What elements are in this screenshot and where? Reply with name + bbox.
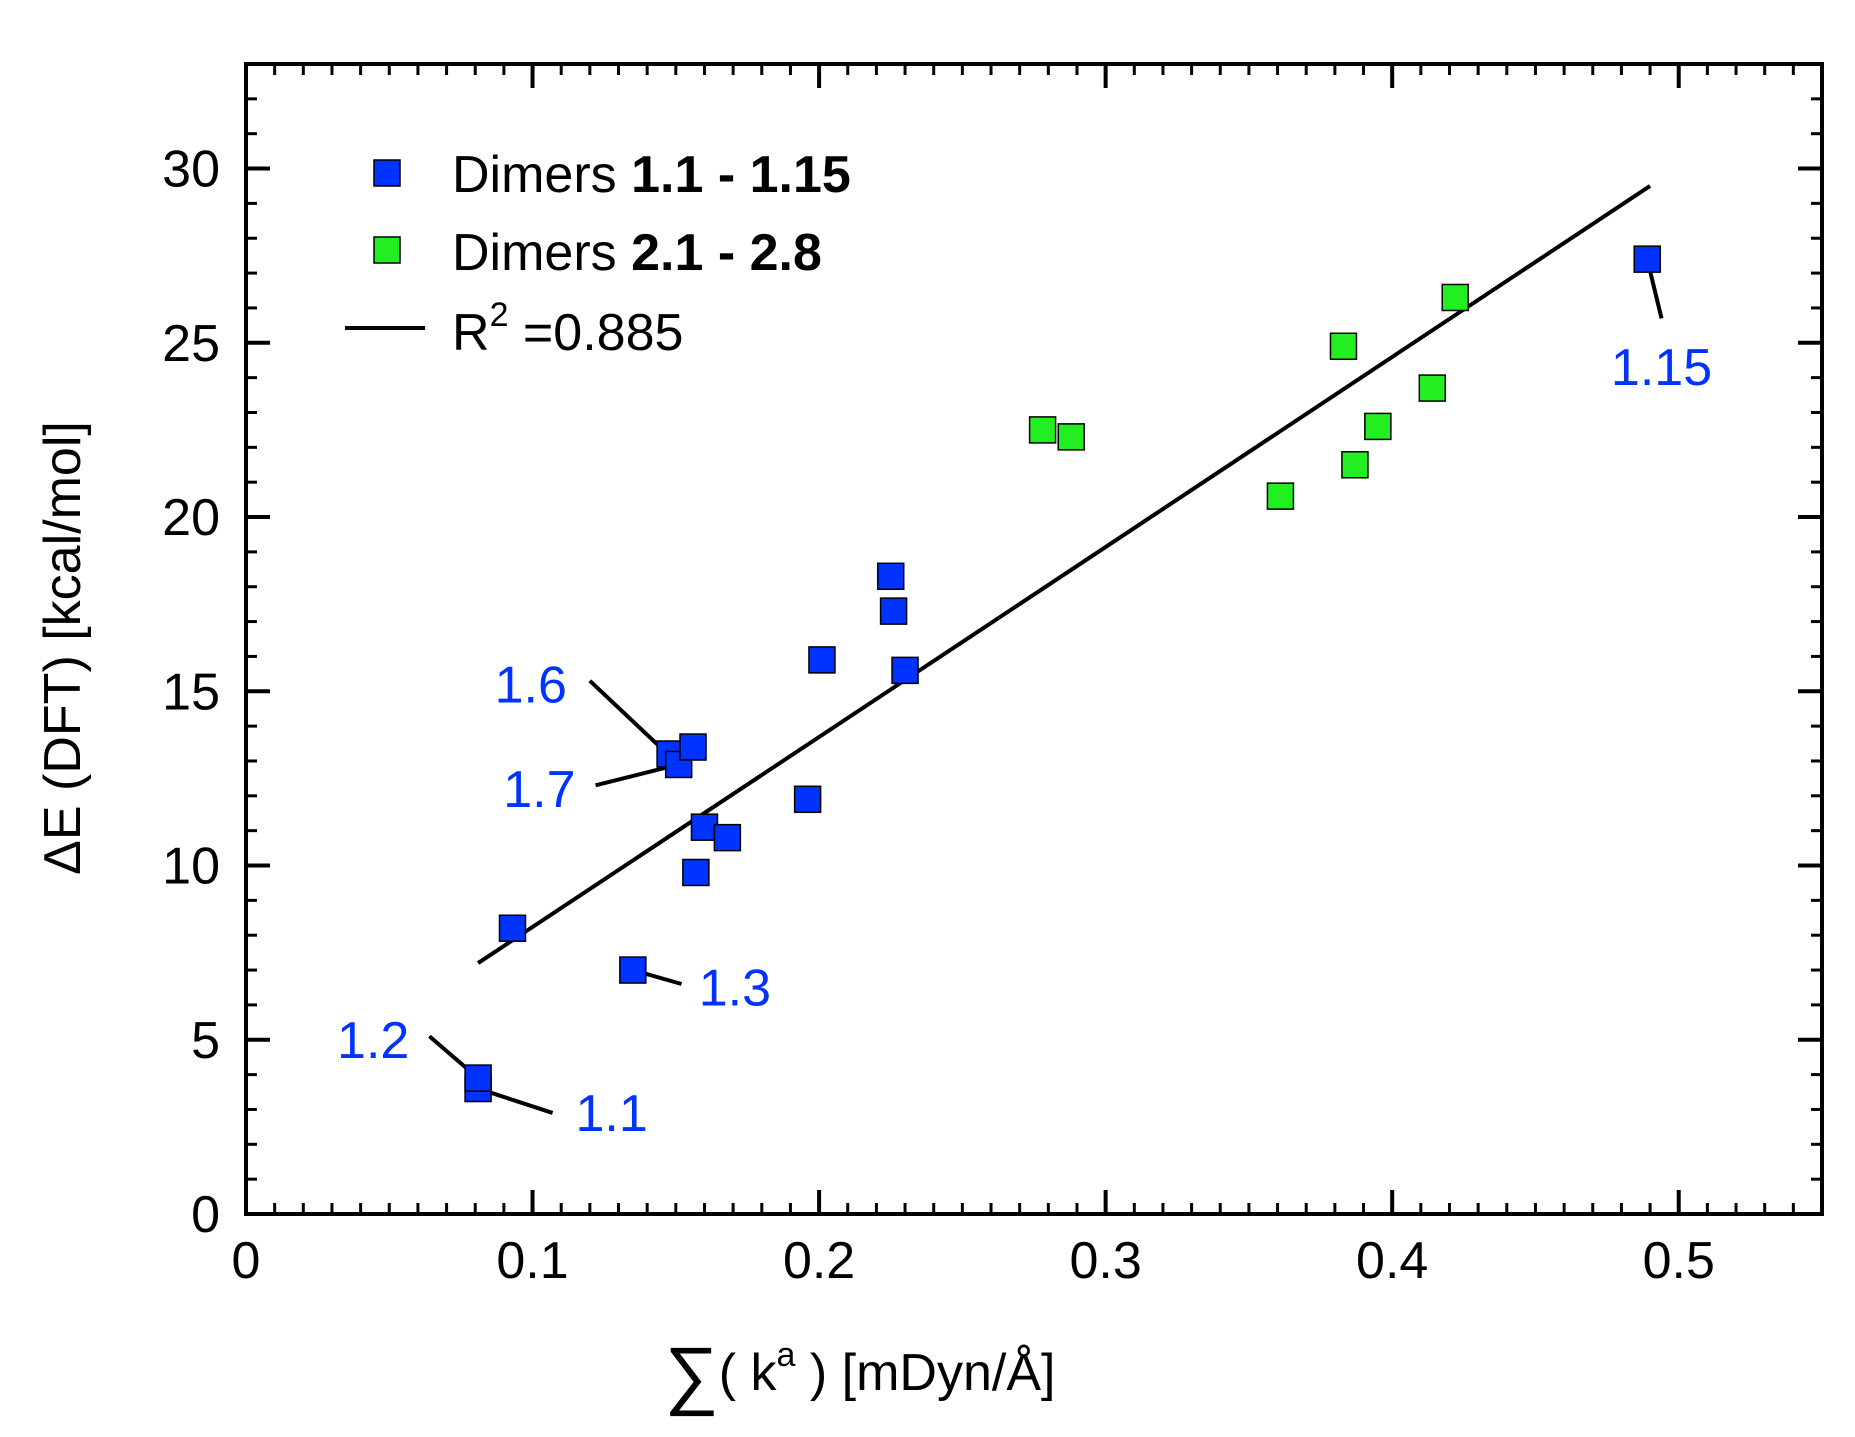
y-tick-label: 30 <box>162 141 220 199</box>
x-axis-label-sum-symbol: ∑ <box>665 1332 719 1417</box>
point-annotation-label: 1.7 <box>503 761 575 819</box>
fit-line-group <box>476 184 1652 965</box>
y-tick-label: 25 <box>162 315 220 373</box>
data-point-dimer-1 <box>664 750 693 779</box>
legend-marker-green <box>373 236 401 264</box>
data-point-dimer-1 <box>891 656 919 685</box>
x-tick-label: 0.3 <box>1069 1232 1141 1290</box>
y-tick-labels: 0 5 10 15 20 25 30 <box>162 141 220 1244</box>
data-point-dimer-2 <box>1057 423 1086 451</box>
point-annotation-label: 1.2 <box>337 1012 409 1070</box>
point-annotations: 1.1 1.2 1.3 1.6 1.7 1.15 <box>337 339 1712 1143</box>
legend-label-green-plain: Dimers <box>452 224 631 282</box>
x-axis-label-post: ) [mDyn/Å] <box>795 1344 1055 1402</box>
data-point-dimer-1 <box>793 785 822 814</box>
legend-label-blue: Dimers 1.1 - 1.15 <box>452 146 851 204</box>
data-point-dimer-1 <box>682 858 710 887</box>
x-axis-label: ∑( ka ) [mDyn/Å] <box>665 1332 1056 1417</box>
data-point-dimer-2 <box>1441 283 1469 312</box>
data-point-dimer-2 <box>1329 332 1358 361</box>
point-annotation-label: 1.1 <box>576 1085 648 1143</box>
annotation-leader-line <box>595 762 680 788</box>
legend-label-green: Dimers 2.1 - 2.8 <box>452 224 822 282</box>
y-tick-label: 15 <box>162 663 220 721</box>
data-point-dimer-1 <box>619 956 647 984</box>
data-point-dimer-1 <box>679 733 707 761</box>
y-tick-label: 10 <box>162 838 220 896</box>
data-point-dimer-1 <box>464 1064 492 1092</box>
y-tick-label: 20 <box>162 489 220 547</box>
data-point-dimer-2 <box>1364 412 1392 441</box>
plot-frame <box>244 62 1824 1216</box>
legend-fit-value: =0.885 <box>508 304 683 362</box>
data-point-dimer-2 <box>1341 451 1369 479</box>
fit-line <box>476 184 1652 965</box>
major-ticks <box>244 64 1822 1216</box>
x-tick-label: 0.2 <box>783 1232 855 1290</box>
x-tick-labels: 0 0.1 0.2 0.3 0.4 0.5 <box>232 1232 1715 1290</box>
legend-label-blue-plain: Dimers <box>452 146 631 204</box>
data-point-dimer-1 <box>808 646 836 674</box>
data-point-dimer-1 <box>498 914 527 942</box>
data-point-dimer-1 <box>876 562 905 591</box>
x-tick-label: 0 <box>232 1232 261 1290</box>
data-point-dimer-2 <box>1418 374 1447 402</box>
y-axis-label: ΔE (DFT) [kcal/mol] <box>34 421 92 875</box>
legend-label-fit: R2 =0.885 <box>452 296 683 362</box>
data-point-dimer-1 <box>1633 245 1661 273</box>
data-point-dimer-1 <box>879 597 908 625</box>
legend-label-green-bold: 2.1 - 2.8 <box>631 224 822 282</box>
point-annotation-label: 1.6 <box>495 656 567 714</box>
legend-fit-r: R <box>452 304 490 362</box>
x-tick-label: 0.5 <box>1643 1232 1715 1290</box>
legend: Dimers 1.1 - 1.15 Dimers 2.1 - 2.8 R2 =0… <box>345 146 851 362</box>
y-tick-label: 0 <box>191 1186 220 1244</box>
data-points <box>464 245 1661 1103</box>
data-point-dimer-1 <box>690 813 719 841</box>
x-axis-label-sup: a <box>777 1336 796 1374</box>
legend-fit-sup: 2 <box>490 296 509 334</box>
legend-marker-blue <box>373 159 401 187</box>
data-point-dimer-2 <box>1266 482 1295 510</box>
point-annotation-label: 1.3 <box>699 959 771 1017</box>
legend-label-blue-bold: 1.1 - 1.15 <box>631 146 851 204</box>
data-point-dimer-1 <box>713 823 742 852</box>
data-point-dimer-2 <box>1028 416 1057 444</box>
x-axis-label-pre: ( k <box>719 1344 778 1402</box>
point-annotation-label: 1.15 <box>1611 339 1712 397</box>
y-tick-label: 5 <box>191 1012 220 1070</box>
x-tick-label: 0.4 <box>1356 1232 1428 1290</box>
x-tick-label: 0.1 <box>496 1232 568 1290</box>
